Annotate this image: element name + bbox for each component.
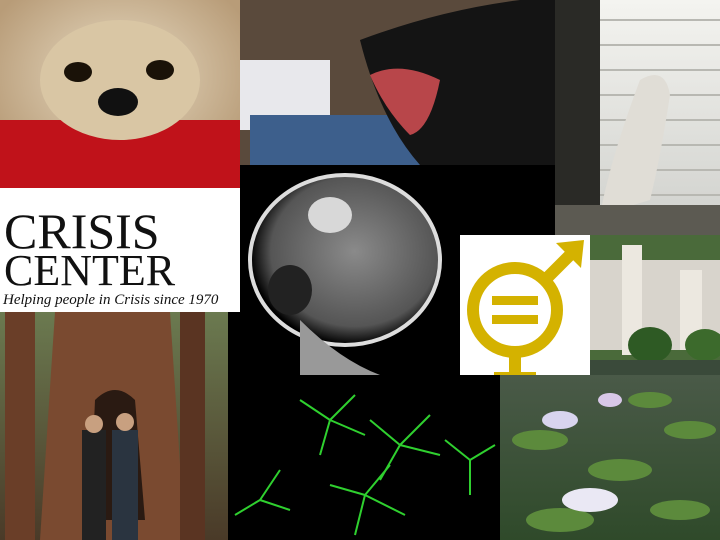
mri-scan bbox=[240, 165, 460, 375]
garden-photo bbox=[590, 235, 720, 375]
logo-line2: CENTER bbox=[4, 246, 176, 295]
dog-photo bbox=[0, 0, 240, 188]
neurons-image bbox=[228, 375, 500, 540]
white-cat-photo bbox=[555, 0, 720, 235]
black-cat-photo bbox=[240, 0, 555, 165]
logo-tagline: Helping people in Crisis since 1970 bbox=[2, 292, 219, 308]
logo-line1: CRISIS bbox=[4, 203, 160, 259]
water-lilies-photo bbox=[500, 375, 720, 540]
redwoods-photo bbox=[0, 312, 228, 540]
crisis-center-logo: CRISIS CENTER Helping people in Crisis s… bbox=[0, 188, 240, 312]
